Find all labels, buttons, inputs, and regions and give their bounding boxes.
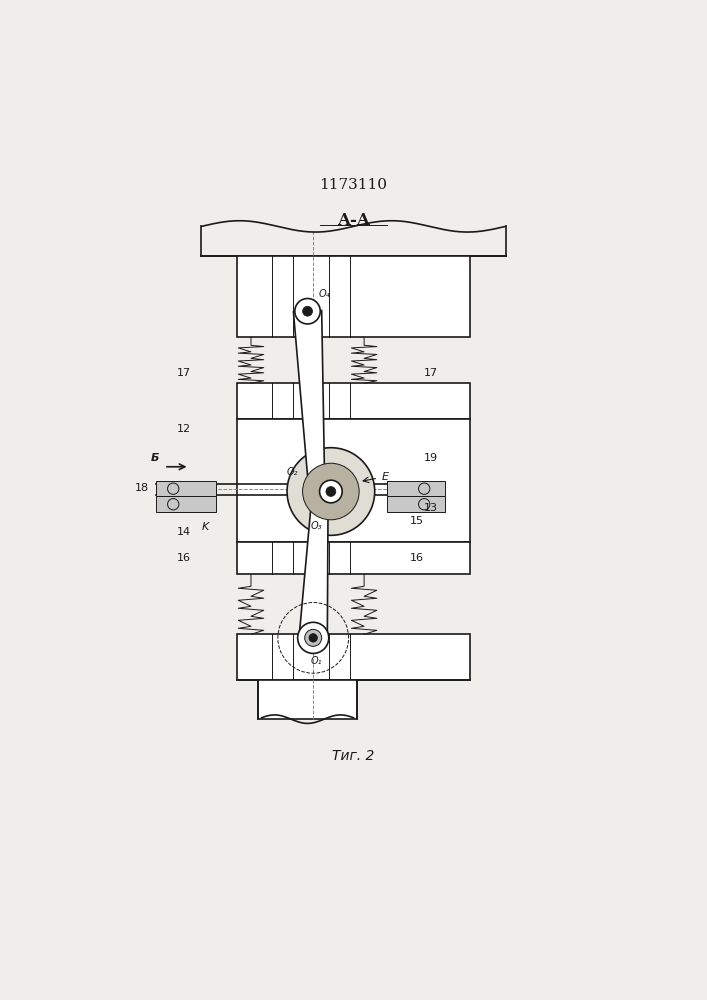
Polygon shape — [293, 311, 325, 476]
Circle shape — [298, 622, 329, 653]
Text: K: K — [201, 522, 209, 532]
Circle shape — [320, 480, 342, 503]
Text: Τиг. 2: Τиг. 2 — [332, 749, 375, 763]
Bar — [237, 383, 470, 419]
Text: Б: Б — [151, 453, 159, 463]
Circle shape — [295, 299, 320, 324]
Text: A-A: A-A — [337, 212, 370, 229]
Bar — [387, 481, 445, 496]
Text: 15: 15 — [410, 516, 424, 526]
Bar — [237, 256, 470, 337]
Bar — [156, 481, 216, 496]
Circle shape — [303, 463, 359, 520]
Text: 17: 17 — [424, 368, 438, 378]
Text: 12: 12 — [177, 424, 191, 434]
Bar — [387, 496, 445, 512]
Circle shape — [287, 448, 375, 535]
Circle shape — [309, 634, 317, 642]
Text: 18: 18 — [134, 483, 148, 493]
Text: 16: 16 — [177, 553, 191, 563]
Bar — [156, 496, 216, 512]
Text: 13: 13 — [424, 503, 438, 513]
Text: 14: 14 — [177, 527, 191, 537]
Circle shape — [305, 629, 322, 646]
Circle shape — [326, 487, 336, 496]
Circle shape — [303, 306, 312, 316]
Text: 17: 17 — [177, 368, 191, 378]
Text: O₄: O₄ — [318, 289, 329, 299]
Text: 1173110: 1173110 — [320, 178, 387, 192]
Text: 16: 16 — [410, 553, 424, 563]
Bar — [237, 634, 470, 680]
Bar — [237, 419, 470, 542]
Text: O₃: O₃ — [310, 521, 322, 531]
Text: O₁: O₁ — [311, 656, 322, 666]
Bar — [258, 680, 357, 719]
Polygon shape — [299, 505, 328, 639]
Bar — [237, 542, 470, 574]
Text: E: E — [382, 472, 389, 482]
Text: 19: 19 — [424, 453, 438, 463]
Text: O₂: O₂ — [287, 467, 298, 477]
